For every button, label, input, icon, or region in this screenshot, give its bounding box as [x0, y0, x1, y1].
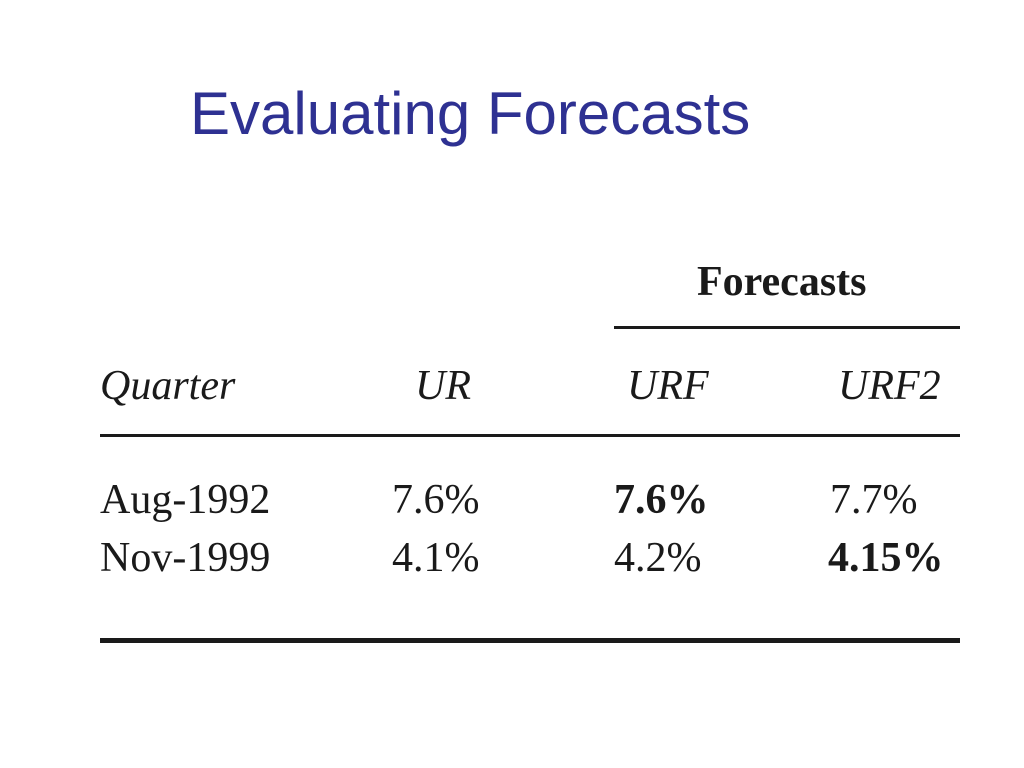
column-header-quarter: Quarter — [100, 363, 236, 409]
slide-title: Evaluating Forecasts — [190, 80, 751, 147]
header-rule — [100, 434, 960, 437]
row-1-urf2: 7.7% — [830, 477, 918, 523]
row-1-quarter: Aug-1992 — [100, 477, 271, 523]
forecasts-group-header: Forecasts — [697, 259, 867, 305]
column-header-ur: UR — [415, 363, 471, 409]
column-header-urf2: URF2 — [838, 363, 941, 409]
column-header-urf: URF — [627, 363, 709, 409]
row-2-quarter: Nov-1999 — [100, 535, 271, 581]
row-2-urf: 4.2% — [614, 535, 702, 581]
group-header-rule — [614, 326, 960, 329]
row-1-ur: 7.6% — [392, 477, 480, 523]
row-1-urf: 7.6% — [614, 477, 709, 523]
row-2-urf2: 4.15% — [828, 535, 944, 581]
bottom-rule — [100, 638, 960, 643]
row-2-ur: 4.1% — [392, 535, 480, 581]
